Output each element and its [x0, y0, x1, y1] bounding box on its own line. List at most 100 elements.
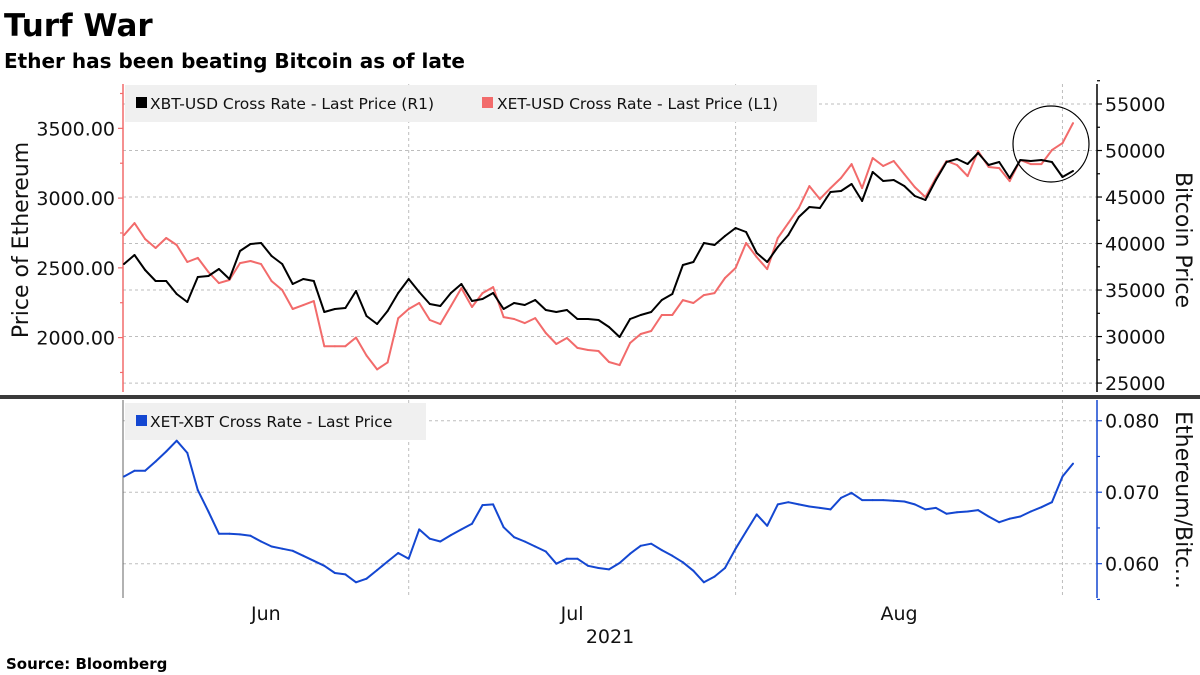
data-point-xbt-usd	[534, 299, 537, 301]
data-point-xet-usd	[513, 318, 516, 320]
data-point-xbt-usd	[481, 298, 484, 300]
legend-label-xet: XET-USD Cross Rate - Last Price (L1)	[497, 95, 778, 113]
data-point-xbt-usd	[787, 234, 790, 236]
data-point-xet-xbt	[260, 540, 263, 543]
data-point-xet-usd	[829, 187, 832, 190]
data-point-xet-xbt	[133, 469, 136, 472]
left-axis-tick-label: 2000.00	[36, 328, 115, 350]
data-point-xet-usd	[165, 237, 168, 239]
highlight-circle	[1012, 105, 1090, 183]
data-point-xet-usd	[871, 157, 874, 160]
chart-subtitle: Ether has been beating Bitcoin as of lat…	[4, 49, 465, 73]
data-point-xet-xbt	[924, 508, 927, 511]
data-point-xet-usd	[618, 364, 621, 367]
data-point-xet-xbt	[734, 547, 737, 550]
data-point-xbt-usd	[175, 293, 178, 295]
data-point-xbt-usd	[724, 235, 726, 237]
data-point-xbt-usd	[882, 180, 885, 182]
data-point-xet-xbt	[449, 534, 452, 537]
data-point-xet-xbt	[618, 562, 621, 564]
right-axis-tick-label: 45000	[1105, 187, 1165, 209]
data-point-xet-usd	[692, 302, 695, 304]
data-point-xbt-usd	[903, 185, 906, 187]
data-point-xbt-usd	[133, 254, 136, 256]
data-point-xet-xbt	[787, 501, 790, 504]
data-point-xet-usd	[365, 354, 368, 357]
data-point-xet-usd	[629, 342, 632, 344]
left-axis-tick-label: 3500.00	[36, 118, 115, 140]
data-point-xet-xbt	[840, 496, 842, 499]
data-point-xet-xbt	[956, 511, 958, 514]
data-point-xet-usd	[291, 308, 294, 310]
bottom-right-axis-tick-label: 0.060	[1105, 554, 1159, 576]
data-point-xbt-usd	[376, 323, 379, 325]
data-point-xbt-usd	[565, 309, 568, 311]
data-point-xet-usd	[270, 280, 273, 283]
data-point-xbt-usd	[966, 163, 969, 165]
data-point-xet-usd	[1061, 142, 1064, 145]
data-point-xet-xbt	[544, 550, 547, 553]
data-point-xet-usd	[207, 271, 210, 273]
data-point-xet-usd	[776, 237, 779, 239]
data-point-xbt-usd	[154, 280, 157, 282]
data-point-xet-xbt	[639, 544, 642, 547]
data-point-xbt-usd	[692, 261, 695, 263]
data-point-xet-xbt	[323, 564, 326, 567]
data-point-xet-usd	[175, 244, 178, 246]
data-point-xet-xbt	[608, 568, 610, 571]
data-point-xet-xbt	[576, 557, 579, 560]
data-point-xbt-usd	[439, 305, 442, 307]
series-line-xbt-usd	[123, 152, 1074, 338]
data-point-xbt-usd	[544, 309, 547, 311]
data-point-xet-usd	[502, 316, 505, 319]
legend-swatch-xet-xbt	[136, 415, 147, 426]
data-point-xet-xbt	[650, 542, 653, 545]
data-point-xet-usd	[734, 267, 737, 269]
data-point-xbt-usd	[861, 200, 864, 202]
data-point-xbt-usd	[365, 315, 368, 317]
data-point-xet-usd	[407, 308, 410, 310]
data-point-xbt-usd	[1050, 161, 1053, 163]
data-point-xet-xbt	[1072, 462, 1074, 465]
data-point-xet-xbt	[850, 491, 853, 494]
right-axis-tick-label: 55000	[1105, 94, 1165, 116]
data-point-xet-usd	[639, 333, 642, 335]
data-point-xbt-usd	[355, 290, 357, 292]
data-point-xbt-usd	[460, 283, 463, 285]
data-point-xet-xbt	[207, 510, 210, 513]
data-point-xet-xbt	[1050, 501, 1053, 504]
data-point-xet-xbt	[671, 554, 674, 557]
bottom-right-axis-tick-label: 0.080	[1105, 411, 1159, 433]
data-point-xbt-usd	[650, 311, 653, 313]
data-point-xet-xbt	[1008, 517, 1011, 520]
data-point-xbt-usd	[1029, 160, 1032, 162]
data-point-xbt-usd	[597, 319, 600, 321]
data-point-xet-xbt	[998, 521, 1001, 524]
source-note: Source: Bloomberg	[6, 655, 167, 673]
data-point-xbt-usd	[660, 299, 663, 301]
panel-divider[interactable]	[0, 395, 1200, 399]
data-point-xet-xbt	[523, 540, 526, 543]
y-axis-title-left: Price of Ethereum	[9, 142, 34, 338]
data-point-xbt-usd	[418, 291, 421, 293]
data-point-xet-xbt	[692, 569, 695, 572]
data-point-xbt-usd	[1019, 159, 1022, 161]
legend-label-xet-xbt: XET-XBT Cross Rate - Last Price	[150, 413, 392, 431]
data-point-xet-usd	[587, 349, 589, 351]
data-point-xet-usd	[681, 299, 684, 302]
data-point-xbt-usd	[892, 179, 895, 181]
data-point-xet-xbt	[376, 569, 379, 572]
x-axis-month-label: Jun	[250, 603, 281, 625]
data-point-xet-usd	[892, 160, 895, 162]
data-point-xet-usd	[1008, 180, 1011, 183]
data-point-xet-xbt	[1019, 515, 1022, 518]
data-point-xet-xbt	[460, 528, 463, 531]
data-point-xet-xbt	[355, 581, 357, 584]
right-axis-tick-label: 40000	[1105, 234, 1165, 256]
data-point-xbt-usd	[702, 242, 705, 244]
data-point-xet-xbt	[428, 537, 431, 540]
series-line-xet-xbt	[123, 439, 1074, 584]
data-point-xbt-usd	[186, 301, 189, 303]
data-point-xet-xbt	[513, 536, 516, 539]
